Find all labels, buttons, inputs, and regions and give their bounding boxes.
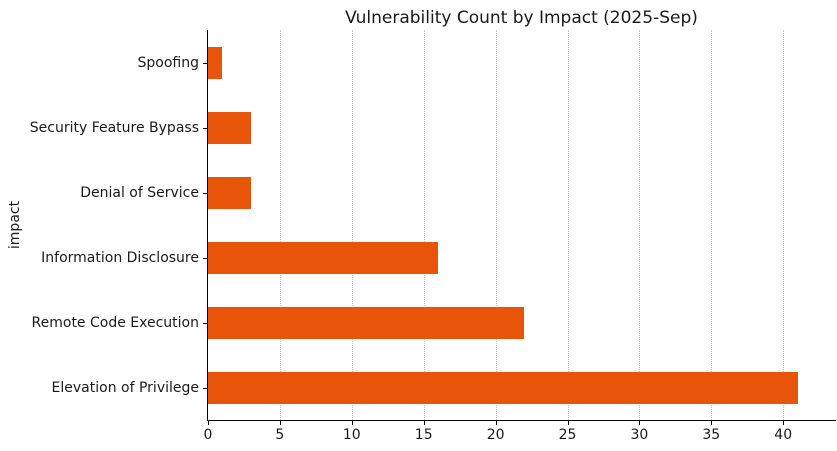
gridline-x-5 [279, 30, 281, 420]
x-tick-label-15: 15 [414, 427, 433, 443]
y-tick-label-spoofing: Spoofing [137, 54, 199, 71]
bar-spoofing [208, 46, 223, 79]
x-tick-mark-30 [639, 421, 641, 425]
gridline-x-40 [783, 30, 785, 420]
y-tick-label-security-feature-bypass: Security Feature Bypass [29, 119, 199, 136]
x-tick-mark-0 [208, 421, 209, 425]
plot-area [208, 30, 835, 420]
x-tick-mark-25 [567, 421, 569, 425]
y-tick-mark-information-disclosure [203, 257, 207, 259]
x-tick-label-35: 35 [702, 427, 721, 443]
y-tick-label-elevation-of-privilege: Elevation of Privilege [51, 379, 199, 396]
x-tick-label-10: 10 [342, 427, 361, 443]
y-tick-mark-spoofing [203, 62, 207, 64]
x-axis-spine [207, 420, 836, 421]
y-tick-label-remote-code-execution: Remote Code Execution [31, 314, 199, 331]
x-tick-label-40: 40 [774, 427, 793, 443]
x-tick-label-20: 20 [486, 427, 505, 443]
gridline-x-25 [567, 30, 569, 420]
bar-denial-of-service [208, 176, 252, 209]
bar-remote-code-execution [208, 306, 525, 339]
x-tick-label-5: 5 [275, 427, 285, 443]
x-tick-mark-10 [351, 421, 353, 425]
bar-elevation-of-privilege [208, 371, 798, 404]
y-tick-mark-elevation-of-privilege [203, 387, 207, 389]
x-tick-label-0: 0 [203, 427, 213, 443]
y-tick-label-information-disclosure: Information Disclosure [41, 249, 199, 266]
x-tick-label-25: 25 [558, 427, 577, 443]
y-axis-spine [207, 30, 208, 421]
gridline-x-35 [711, 30, 713, 420]
gridline-x-15 [423, 30, 425, 420]
gridline-x-30 [639, 30, 641, 420]
x-tick-mark-35 [711, 421, 713, 425]
chart-title: Vulnerability Count by Impact (2025-Sep) [345, 8, 698, 28]
y-axis-label: impact [7, 200, 23, 250]
y-tick-label-denial-of-service: Denial of Service [80, 184, 199, 201]
x-tick-mark-15 [423, 421, 425, 425]
x-tick-mark-20 [495, 421, 497, 425]
bar-security-feature-bypass [208, 111, 252, 144]
gridline-x-20 [495, 30, 497, 420]
bar-information-disclosure [208, 241, 439, 274]
y-tick-mark-remote-code-execution [203, 322, 207, 324]
gridline-x-10 [351, 30, 353, 420]
x-tick-mark-5 [279, 421, 281, 425]
x-tick-label-30: 30 [630, 427, 649, 443]
x-tick-mark-40 [783, 421, 785, 425]
y-tick-mark-denial-of-service [203, 192, 207, 194]
y-tick-mark-security-feature-bypass [203, 127, 207, 129]
